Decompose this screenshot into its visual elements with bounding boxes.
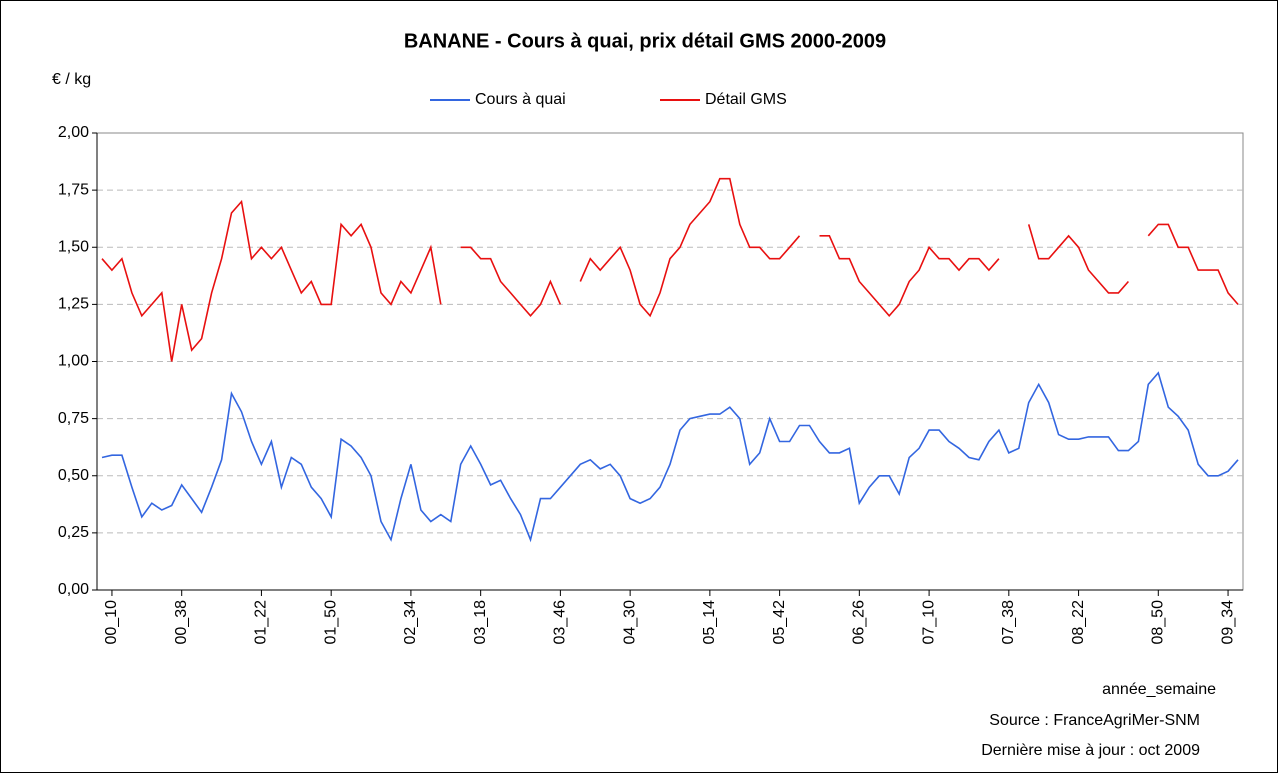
y-tick-label: 1,25 <box>58 296 89 313</box>
chart-title: BANANE - Cours à quai, prix détail GMS 2… <box>404 30 886 52</box>
x-tick-label: 05_42 <box>771 600 788 645</box>
x-tick-label: 04_30 <box>621 600 638 645</box>
x-axis-label: année_semaine <box>1102 681 1216 698</box>
x-tick-label: 00_38 <box>173 600 190 645</box>
x-tick-label: 08_50 <box>1150 600 1167 645</box>
y-tick-label: 2,00 <box>58 124 89 141</box>
series-line <box>101 371 1239 543</box>
y-tick-label: 0,50 <box>58 467 89 484</box>
y-tick-label: 1,50 <box>58 238 89 255</box>
x-tick-label: 09_34 <box>1219 600 1236 645</box>
x-tick-label: 06_26 <box>851 600 868 645</box>
y-axis-label: € / kg <box>52 71 91 88</box>
x-tick-label: 01_50 <box>322 600 339 645</box>
x-tick-label: 07_10 <box>920 600 937 645</box>
x-tick-label: 08_22 <box>1070 600 1087 645</box>
y-tick-label: 1,75 <box>58 181 89 198</box>
legend-label: Détail GMS <box>705 91 787 108</box>
y-tick-label: 1,00 <box>58 353 89 370</box>
x-tick-label: 05_14 <box>701 600 718 645</box>
source: Source : FranceAgriMer-SNM <box>989 712 1200 729</box>
y-tick-label: 0,25 <box>58 524 89 541</box>
x-tick-label: 02_34 <box>402 600 419 645</box>
x-tick-label: 03_18 <box>472 600 489 645</box>
x-tick-label: 00_10 <box>103 600 120 645</box>
update: Dernière mise à jour : oct 2009 <box>981 742 1200 759</box>
x-tick-label: 03_46 <box>552 600 569 645</box>
x-tick-label: 01_22 <box>253 600 270 645</box>
y-tick-label: 0,00 <box>58 581 89 598</box>
series-line <box>101 177 1239 362</box>
y-tick-label: 0,75 <box>58 410 89 427</box>
legend-label: Cours à quai <box>475 91 566 108</box>
x-tick-label: 07_38 <box>1000 600 1017 645</box>
